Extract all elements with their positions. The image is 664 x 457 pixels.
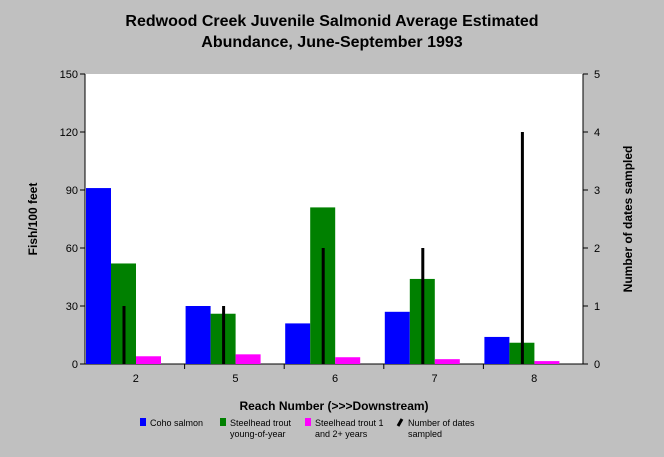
x-tick-label: 6 — [332, 373, 338, 385]
bar — [136, 356, 161, 364]
chart-title-line-2: Abundance, June-September 1993 — [201, 34, 463, 51]
legend-label: sampled — [408, 429, 442, 439]
y2-axis-label: Number of dates sampled — [621, 146, 635, 293]
y2-tick-label: 4 — [594, 127, 600, 139]
x-axis-label: Reach Number (>>>Downstream) — [239, 399, 428, 413]
bar — [384, 311, 410, 364]
legend-swatch-line — [396, 418, 404, 427]
y2-tick-label: 0 — [594, 359, 600, 371]
bar — [335, 357, 361, 364]
legend-label: young-of-year — [230, 429, 286, 439]
y-tick-label: 120 — [60, 127, 78, 139]
bar — [235, 354, 261, 364]
legend-label: Number of dates — [408, 418, 475, 428]
y-tick-label: 60 — [66, 243, 78, 255]
legend-swatch — [220, 418, 226, 426]
legend-label: and 2+ years — [315, 429, 368, 439]
y2-tick-label: 5 — [594, 69, 600, 81]
y2-tick-label: 3 — [594, 185, 600, 197]
y-tick-label: 90 — [66, 185, 78, 197]
x-tick-label: 5 — [232, 373, 238, 385]
x-tick-label: 7 — [432, 373, 438, 385]
y2-tick-label: 2 — [594, 243, 600, 255]
y-tick-label: 30 — [66, 301, 78, 313]
bar — [285, 323, 311, 364]
legend-label: Coho salmon — [150, 418, 203, 428]
legend-label: Steelhead trout — [230, 418, 292, 428]
bar — [185, 306, 211, 364]
y2-tick-label: 1 — [594, 301, 600, 313]
legend-label: Steelhead trout 1 — [315, 418, 384, 428]
y-tick-label: 150 — [60, 69, 78, 81]
y-tick-label: 0 — [72, 359, 78, 371]
bar — [484, 336, 510, 364]
bar — [86, 188, 111, 364]
legend-swatch — [305, 418, 311, 426]
y-axis-label: Fish/100 feet — [26, 183, 40, 256]
x-tick-label: 2 — [133, 373, 139, 385]
x-tick-label: 8 — [531, 373, 537, 385]
chart-title-line-1: Redwood Creek Juvenile Salmonid Average … — [125, 13, 539, 30]
legend-swatch — [140, 418, 146, 426]
bar — [534, 361, 560, 364]
bar — [434, 359, 460, 364]
